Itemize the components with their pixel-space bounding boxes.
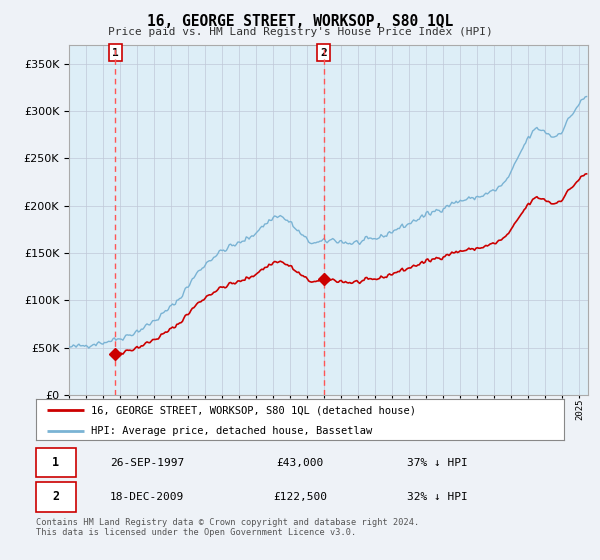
Text: 16, GEORGE STREET, WORKSOP, S80 1QL (detached house): 16, GEORGE STREET, WORKSOP, S80 1QL (det…	[91, 405, 416, 415]
Text: 2: 2	[320, 48, 327, 58]
Text: 16, GEORGE STREET, WORKSOP, S80 1QL: 16, GEORGE STREET, WORKSOP, S80 1QL	[147, 14, 453, 29]
Text: 18-DEC-2009: 18-DEC-2009	[110, 492, 184, 502]
FancyBboxPatch shape	[36, 482, 76, 511]
Text: 1: 1	[112, 48, 119, 58]
Text: £43,000: £43,000	[277, 458, 323, 468]
Text: 26-SEP-1997: 26-SEP-1997	[110, 458, 184, 468]
FancyBboxPatch shape	[36, 448, 76, 477]
Text: 37% ↓ HPI: 37% ↓ HPI	[407, 458, 467, 468]
Text: 2: 2	[52, 490, 59, 503]
Text: Contains HM Land Registry data © Crown copyright and database right 2024.
This d: Contains HM Land Registry data © Crown c…	[36, 518, 419, 538]
Text: 1: 1	[52, 456, 59, 469]
Text: HPI: Average price, detached house, Bassetlaw: HPI: Average price, detached house, Bass…	[91, 426, 373, 436]
Text: £122,500: £122,500	[273, 492, 327, 502]
Text: 32% ↓ HPI: 32% ↓ HPI	[407, 492, 467, 502]
Text: Price paid vs. HM Land Registry's House Price Index (HPI): Price paid vs. HM Land Registry's House …	[107, 27, 493, 37]
